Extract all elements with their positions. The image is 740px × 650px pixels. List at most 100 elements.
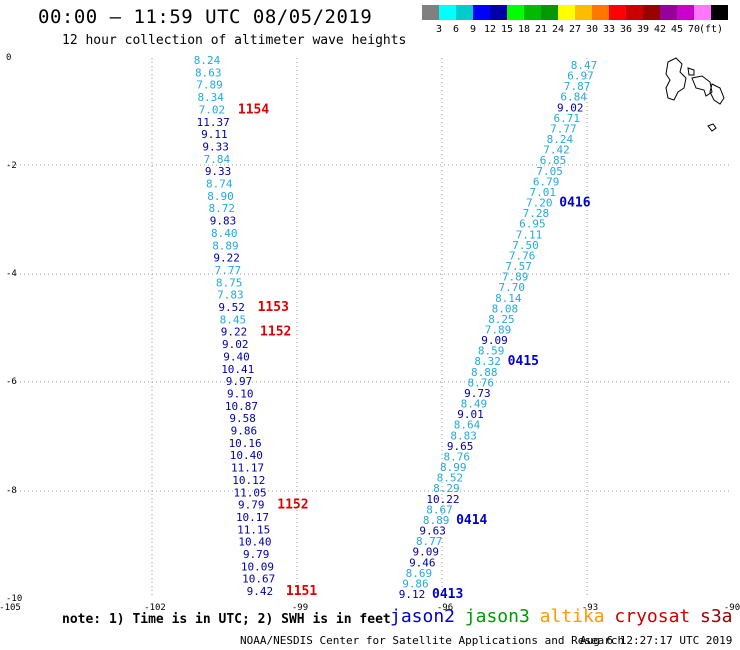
scale-label: 30 [585, 24, 599, 35]
scale-label: 3 [435, 24, 443, 35]
swh-value: 9.86 [402, 577, 429, 590]
scale-swatch [473, 5, 490, 20]
track-west: 8.248.637.898.347.0211.379.119.337.849.3… [194, 54, 318, 599]
page-title: 00:00 – 11:59 UTC 08/05/2019 [38, 6, 373, 28]
scale-swatch [541, 5, 558, 20]
swh-value: 8.76 [443, 450, 470, 463]
swh-value: 8.25 [488, 313, 515, 326]
swh-value: 7.77 [215, 264, 242, 277]
lat-label: -4 [6, 269, 17, 279]
swh-value: 10.09 [241, 560, 274, 573]
swh-value: 10.87 [225, 400, 258, 413]
scale-swatch [677, 5, 694, 20]
satellite-jason3: jason3 [464, 606, 530, 627]
swh-value: 8.63 [195, 66, 222, 79]
pass-time-label: 1152 [277, 498, 308, 513]
swh-value: 7.11 [516, 228, 543, 241]
swh-value: 9.10 [227, 387, 254, 400]
swh-value: 9.97 [226, 375, 253, 388]
satellite-cryosat: cryosat [614, 606, 691, 627]
swh-value: 7.76 [509, 249, 536, 262]
scale-swatch [592, 5, 609, 20]
swh-value: 9.86 [231, 425, 258, 438]
swh-value: 7.84 [204, 153, 231, 166]
swh-value: 9.73 [464, 387, 491, 400]
swh-value: 9.46 [409, 556, 436, 569]
swh-value: 6.85 [540, 154, 567, 167]
swh-value: 9.42 [247, 585, 274, 598]
swh-value: 8.83 [450, 429, 477, 442]
swh-value: 8.72 [209, 202, 236, 215]
generation-timestamp: Aug 6 12:27:17 UTC 2019 [580, 634, 733, 647]
swh-value: 9.58 [229, 412, 256, 425]
lon-label: -99 [292, 603, 308, 613]
scale-swatch [439, 5, 456, 20]
swh-value: 8.74 [206, 178, 233, 191]
galapagos-islands [665, 57, 725, 132]
scale-swatch [609, 5, 626, 20]
scale-swatch [643, 5, 660, 20]
lat-label: 0 [6, 53, 11, 63]
scale-swatch [558, 5, 575, 20]
swh-value: 9.40 [223, 350, 250, 363]
swh-value: 9.02 [222, 338, 249, 351]
swh-value: 7.89 [502, 271, 529, 284]
scale-swatch [490, 5, 507, 20]
credit-line: NOAA/NESDIS Center for Satellite Applica… [240, 634, 625, 647]
swh-value: 7.42 [543, 144, 570, 157]
swh-value: 10.12 [232, 474, 265, 487]
swh-value: 10.17 [236, 511, 269, 524]
swh-value: 8.49 [461, 398, 488, 411]
pass-time-label: 1154 [238, 102, 269, 117]
swh-value: 7.01 [529, 186, 556, 199]
swh-value: 9.52 [218, 301, 245, 314]
swh-value: 9.83 [210, 215, 237, 228]
swh-value: 8.99 [440, 461, 467, 474]
scale-swatch [711, 5, 728, 20]
swh-value: 11.15 [237, 523, 270, 536]
swh-value: 8.76 [468, 376, 495, 389]
swh-value: 7.89 [196, 79, 223, 92]
swh-value: 6.71 [554, 112, 581, 125]
scale-label: 39 [636, 24, 650, 35]
lon-label: -90 [724, 603, 740, 613]
swh-value: 8.89 [212, 239, 239, 252]
swh-value: 10.16 [229, 437, 262, 450]
swh-value: 11.05 [233, 486, 266, 499]
island-outline [707, 123, 717, 132]
island-outline [665, 57, 687, 101]
swh-value: 8.34 [197, 91, 224, 104]
scale-swatch [575, 5, 592, 20]
swh-value: 9.65 [447, 440, 474, 453]
swh-value: 9.33 [202, 140, 229, 153]
lat-label: -10 [6, 594, 22, 604]
swh-value: 9.22 [221, 326, 248, 339]
swh-value: 8.52 [437, 472, 464, 485]
swh-value: 10.41 [221, 363, 254, 376]
scale-swatch [456, 5, 473, 20]
swh-value: 9.11 [201, 128, 228, 141]
island-outline [687, 67, 695, 76]
swh-value: 9.02 [557, 101, 584, 114]
swh-value: 9.09 [481, 334, 508, 347]
scale-swatch [660, 5, 677, 20]
swh-value: 8.32 [474, 355, 501, 368]
grid-lines [8, 58, 732, 598]
scale-label: 15 [500, 24, 514, 35]
swh-value: 8.24 [194, 54, 221, 67]
pass-time-label: 1152 [260, 325, 291, 340]
page-subtitle: 12 hour collection of altimeter wave hei… [62, 33, 407, 48]
swh-value: 7.87 [564, 80, 591, 93]
lon-label: -96 [437, 603, 453, 613]
island-outline [709, 83, 725, 105]
swh-value: 7.70 [499, 281, 526, 294]
swh-value: 8.40 [211, 227, 238, 240]
pass-time-label: 0415 [508, 354, 539, 369]
swh-value: 9.79 [243, 548, 270, 561]
swh-value: 9.01 [457, 408, 484, 421]
scale-label: 18 [517, 24, 531, 35]
swh-value: 8.88 [471, 366, 498, 379]
footnote: note: 1) Time is in UTC; 2) SWH is in fe… [62, 612, 391, 627]
pass-time-label: 1153 [258, 300, 289, 315]
lat-label: -2 [6, 161, 17, 171]
